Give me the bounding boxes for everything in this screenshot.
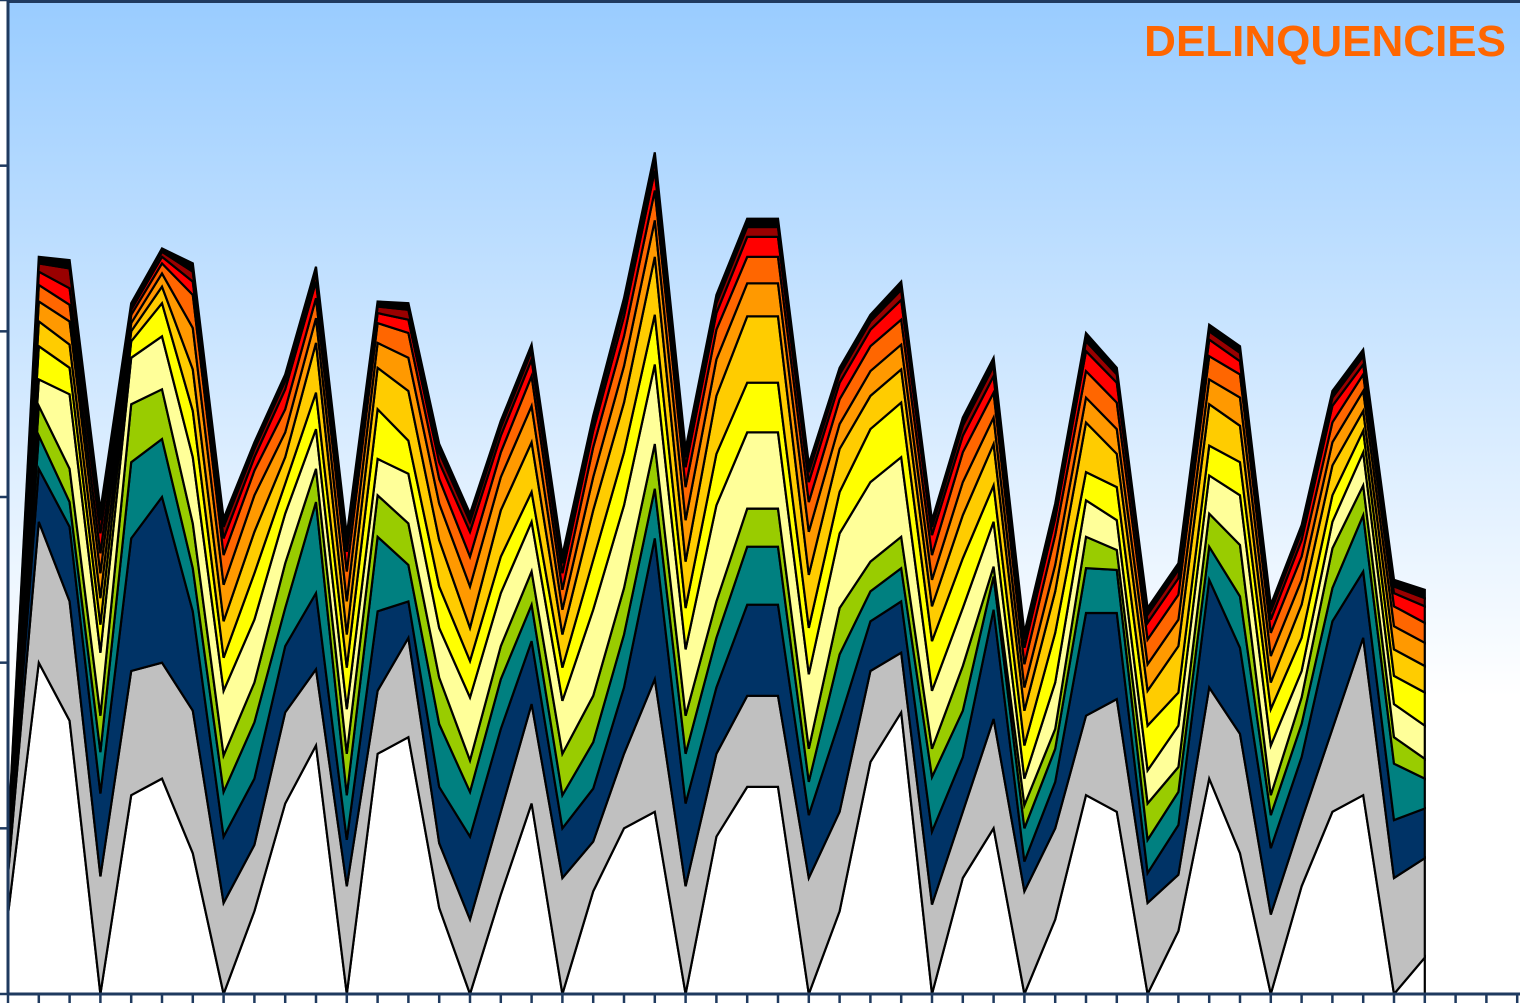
series-band-13: [6, 152, 1426, 840]
stacked-bands: [6, 152, 1426, 998]
chart-title: DELINQUENCIES: [1144, 17, 1506, 66]
